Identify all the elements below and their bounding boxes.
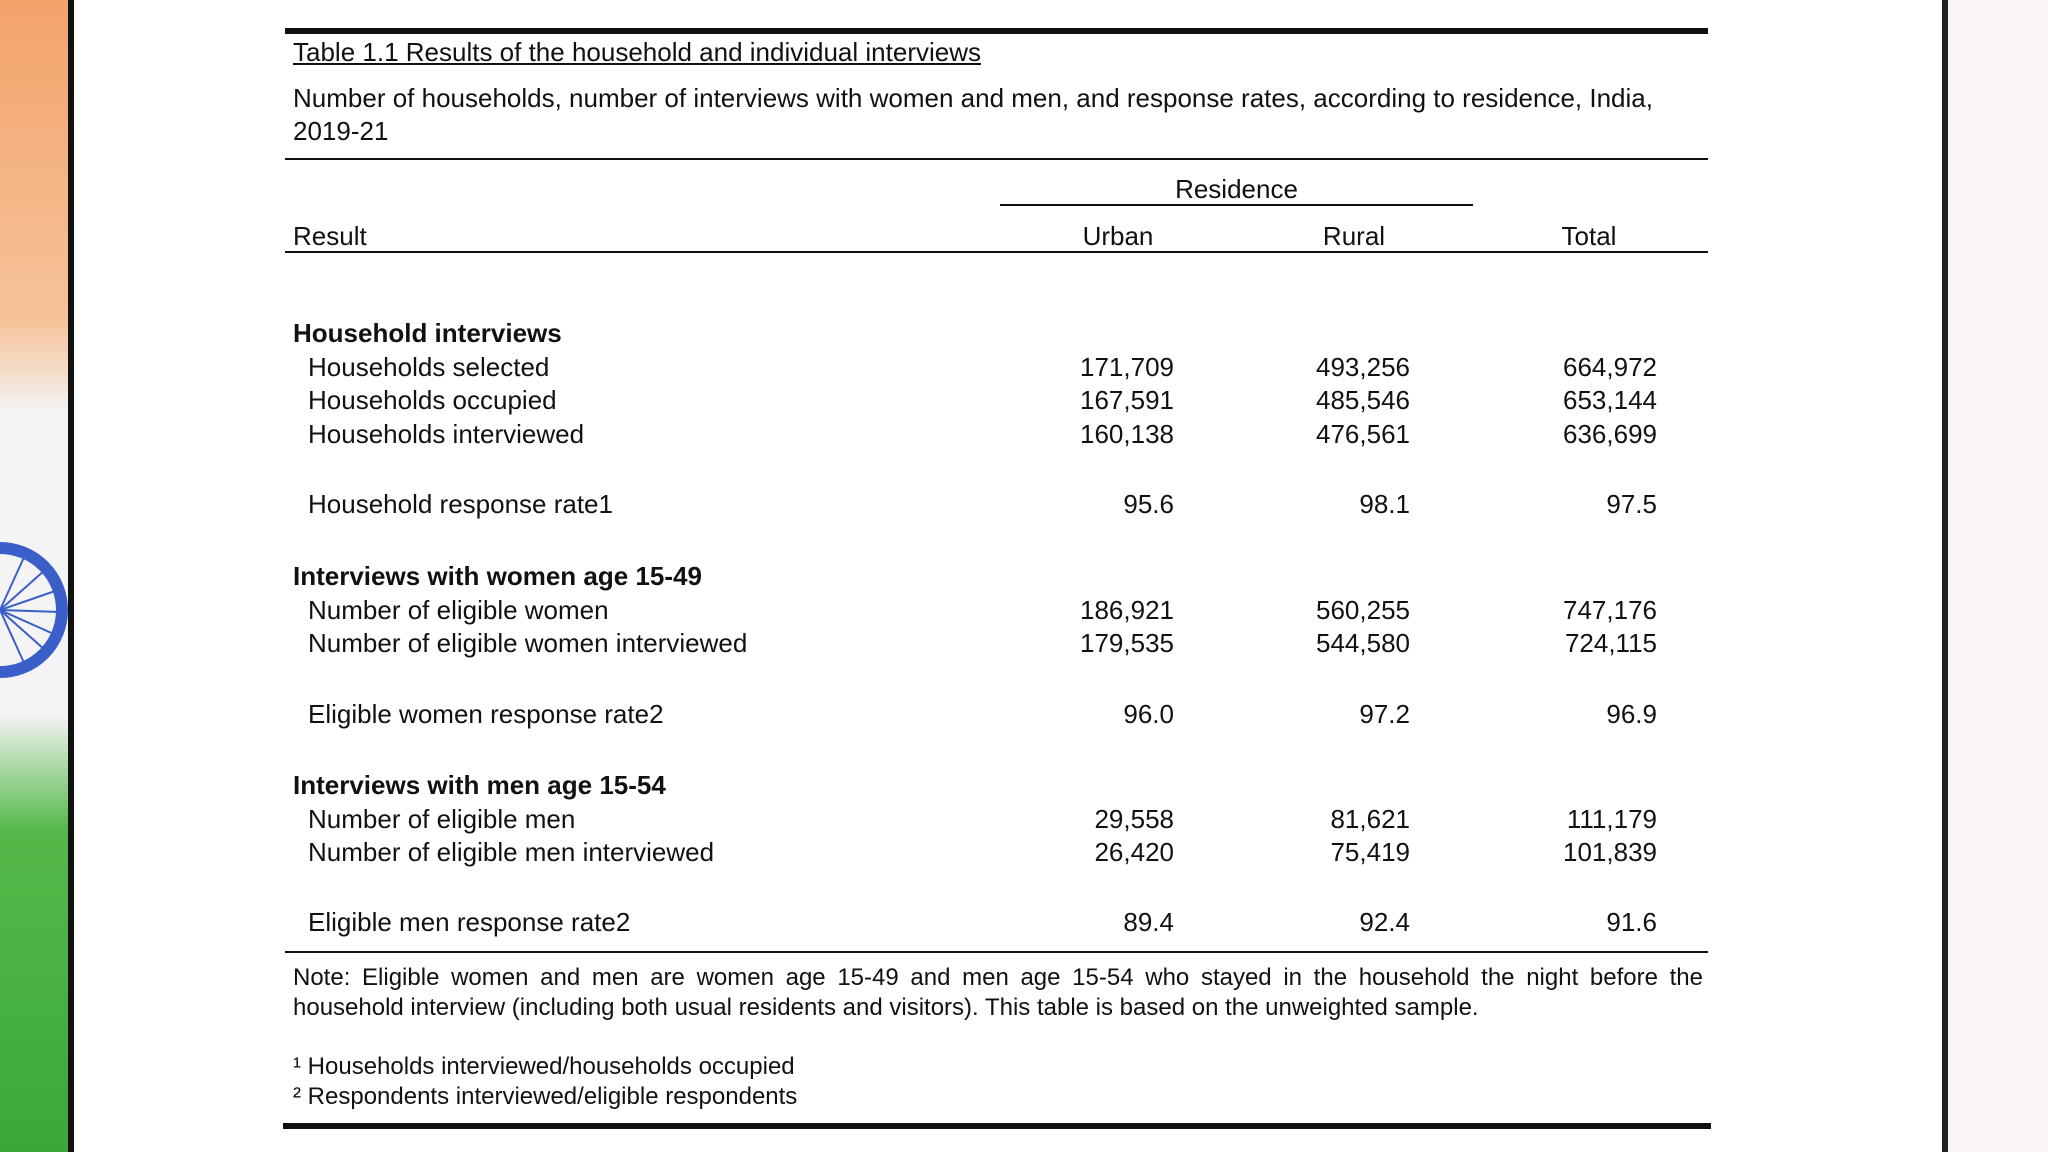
cell: 179,535 xyxy=(1080,628,1174,658)
right-margin xyxy=(1948,0,2048,1152)
row-label: Household response rate1 xyxy=(308,489,613,519)
rule xyxy=(285,158,1708,160)
chakra-spokes xyxy=(0,554,61,666)
cell: 91.6 xyxy=(1606,907,1657,937)
cell: 171,709 xyxy=(1080,352,1174,382)
cell: 747,176 xyxy=(1563,595,1657,625)
cell: 544,580 xyxy=(1316,628,1410,658)
rule xyxy=(285,28,1708,34)
section-title: Household interviews xyxy=(293,318,562,348)
footnote: ² Respondents interviewed/eligible respo… xyxy=(293,1083,798,1110)
row-label: Households occupied xyxy=(308,385,557,415)
frame-right xyxy=(1942,0,1948,1152)
cell: 26,420 xyxy=(1094,837,1174,867)
cell: 560,255 xyxy=(1316,595,1410,625)
cell: 664,972 xyxy=(1563,352,1657,382)
cell: 101,839 xyxy=(1563,837,1657,867)
column-header: Total xyxy=(1561,221,1617,251)
cell: 75,419 xyxy=(1330,837,1410,867)
flag-strip xyxy=(0,0,70,1152)
cell: 81,621 xyxy=(1330,804,1410,834)
cell: 653,144 xyxy=(1563,385,1657,415)
row-label: Number of eligible men xyxy=(308,804,576,834)
cell: 493,256 xyxy=(1316,352,1410,382)
cell: 96.9 xyxy=(1606,699,1657,729)
footnote: ¹ Households interviewed/households occu… xyxy=(293,1053,795,1080)
frame-left xyxy=(68,0,74,1152)
row-label: Eligible men response rate2 xyxy=(308,907,631,937)
rule xyxy=(285,251,1708,253)
row-label: Eligible women response rate2 xyxy=(308,699,664,729)
cell: 160,138 xyxy=(1080,419,1174,449)
cell: 97.5 xyxy=(1606,489,1657,519)
section-title: Interviews with women age 15-49 xyxy=(293,561,702,591)
column-group: Residence xyxy=(1175,174,1298,204)
rule xyxy=(285,951,1708,953)
section-title: Interviews with men age 15-54 xyxy=(293,770,666,800)
cell: 97.2 xyxy=(1359,699,1410,729)
column-header: Result xyxy=(293,221,367,251)
row-label: Number of eligible women interviewed xyxy=(308,628,748,658)
cell: 95.6 xyxy=(1123,489,1174,519)
row-label: Households interviewed xyxy=(308,419,585,449)
cell: 89.4 xyxy=(1123,907,1174,937)
cell: 186,921 xyxy=(1080,595,1174,625)
subtitle: Number of households, number of intervie… xyxy=(293,83,1653,146)
note: Note: Eligible women and men are women a… xyxy=(293,964,1703,1021)
cell: 476,561 xyxy=(1316,419,1410,449)
row-label: Number of eligible women xyxy=(308,595,609,625)
row-label: Households selected xyxy=(308,352,550,382)
chakra xyxy=(0,542,68,678)
cell: 485,546 xyxy=(1316,385,1410,415)
cell: 29,558 xyxy=(1094,804,1174,834)
title: Table 1.1 Results of the household and i… xyxy=(293,37,981,67)
cell: 92.4 xyxy=(1359,907,1410,937)
rule xyxy=(283,1123,1711,1129)
column-header: Rural xyxy=(1322,221,1386,251)
column-header: Urban xyxy=(1082,221,1154,251)
cell: 96.0 xyxy=(1123,699,1174,729)
cell: 98.1 xyxy=(1359,489,1410,519)
cell: 636,699 xyxy=(1563,419,1657,449)
cell: 724,115 xyxy=(1564,628,1657,658)
cell: 167,591 xyxy=(1080,385,1174,415)
rule xyxy=(1000,204,1473,206)
cell: 111,179 xyxy=(1566,804,1657,834)
row-label: Number of eligible men interviewed xyxy=(308,837,715,867)
